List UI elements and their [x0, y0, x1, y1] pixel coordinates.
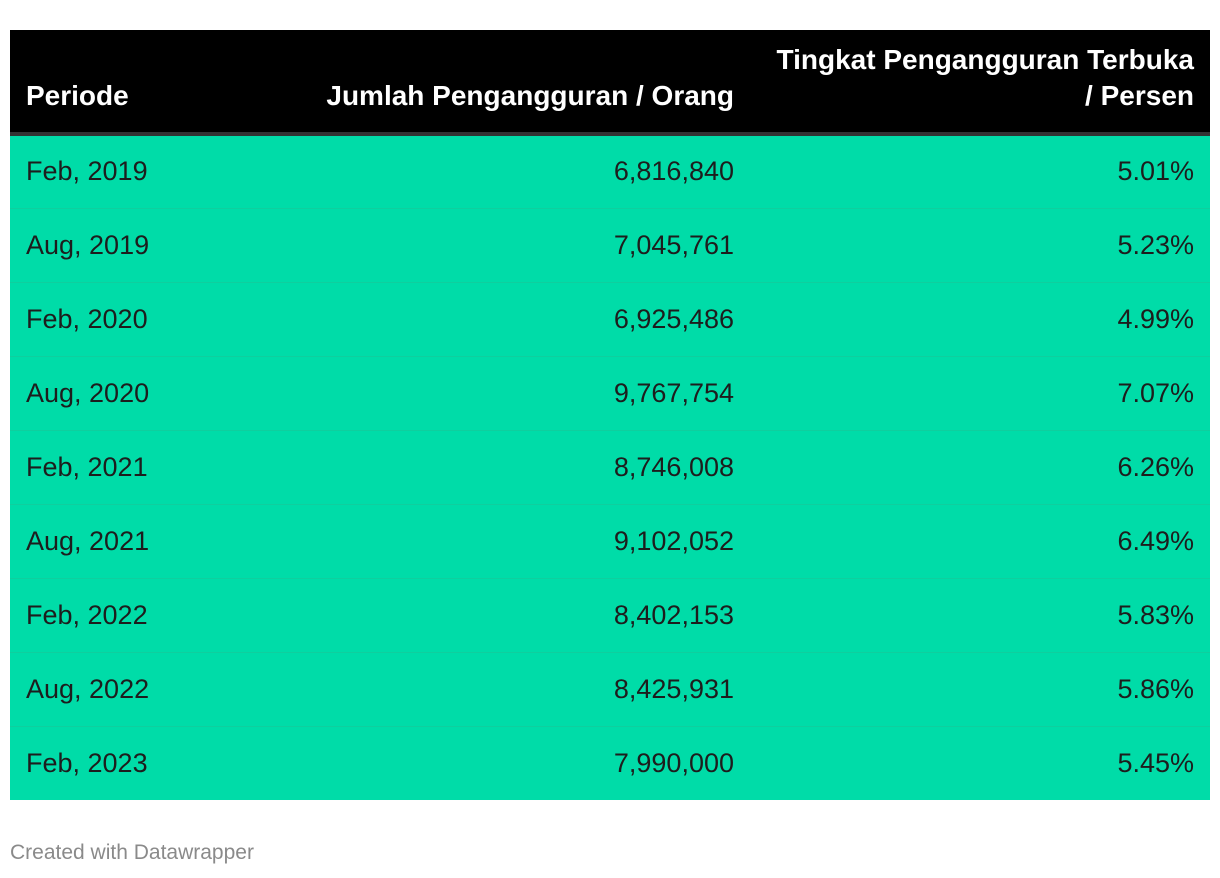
table-row: Aug, 2021 9,102,052 6.49%	[10, 503, 1210, 578]
cell-tingkat: 5.01%	[1117, 156, 1194, 187]
table-row: Aug, 2020 9,767,754 7.07%	[10, 355, 1210, 430]
cell-periode: Aug, 2019	[10, 207, 250, 282]
cell-periode: Feb, 2021	[10, 429, 250, 504]
cell-jumlah: 8,746,008	[250, 429, 750, 504]
cell-periode: Aug, 2022	[10, 651, 250, 726]
cell-periode: Feb, 2023	[10, 725, 250, 800]
unemployment-table: Periode Jumlah Pengangguran / Orang Ting…	[10, 30, 1210, 800]
cell-jumlah: 6,925,486	[250, 281, 750, 356]
cell-periode: Aug, 2021	[10, 503, 250, 578]
table-row: Feb, 2019 6,816,840 5.01%	[10, 134, 1210, 208]
cell-jumlah: 8,425,931	[250, 651, 750, 726]
table-row: Aug, 2022 8,425,931 5.86%	[10, 651, 1210, 726]
cell-jumlah: 9,767,754	[250, 355, 750, 430]
cell-jumlah: 9,102,052	[250, 503, 750, 578]
cell-tingkat: 6.26%	[750, 429, 1210, 504]
header-tingkat-pengangguran: Tingkat Pengangguran Terbuka / Persen	[750, 30, 1210, 136]
table-row: Aug, 2019 7,045,761 5.23%	[10, 207, 1210, 282]
table-row: Feb, 2021 8,746,008 6.26%	[10, 429, 1210, 504]
cell-periode: Feb, 2019	[26, 156, 148, 187]
cell-jumlah: 6,816,840	[613, 156, 734, 187]
datawrapper-credit: Created with Datawrapper	[10, 841, 254, 864]
cell-tingkat: 5.45%	[750, 725, 1210, 800]
table-body: Feb, 2019 6,816,840 5.01% Aug, 2019 7,045,76…	[10, 134, 1210, 800]
header-jumlah-pengangguran: Jumlah Pengangguran / Orang	[250, 30, 750, 136]
cell-periode: Feb, 2020	[10, 281, 250, 356]
cell-periode: Aug, 2020	[10, 355, 250, 430]
table-row: Feb, 2020 6,925,486 4.99%	[10, 281, 1210, 356]
table-row: Feb, 2022 8,402,153 5.83%	[10, 577, 1210, 652]
cell-jumlah: 7,045,761	[250, 207, 750, 282]
cell-periode: Feb, 2022	[10, 577, 250, 652]
cell-tingkat: 5.23%	[750, 207, 1210, 282]
data-table-container: Periode Jumlah Pengangguran / Orang Ting…	[10, 30, 1210, 800]
table-header: Periode Jumlah Pengangguran / Orang Ting…	[10, 30, 1210, 136]
cell-jumlah: 8,402,153	[250, 577, 750, 652]
cell-tingkat: 4.99%	[750, 281, 1210, 356]
table-header-row: Periode Jumlah Pengangguran / Orang Ting…	[10, 30, 1210, 136]
table-row: Feb, 2023 7,990,000 5.45%	[10, 725, 1210, 800]
cell-tingkat: 5.83%	[750, 577, 1210, 652]
cell-tingkat: 7.07%	[750, 355, 1210, 430]
cell-jumlah: 7,990,000	[250, 725, 750, 800]
header-periode: Periode	[10, 30, 250, 136]
cell-tingkat: 5.86%	[750, 651, 1210, 726]
cell-tingkat: 6.49%	[750, 503, 1210, 578]
